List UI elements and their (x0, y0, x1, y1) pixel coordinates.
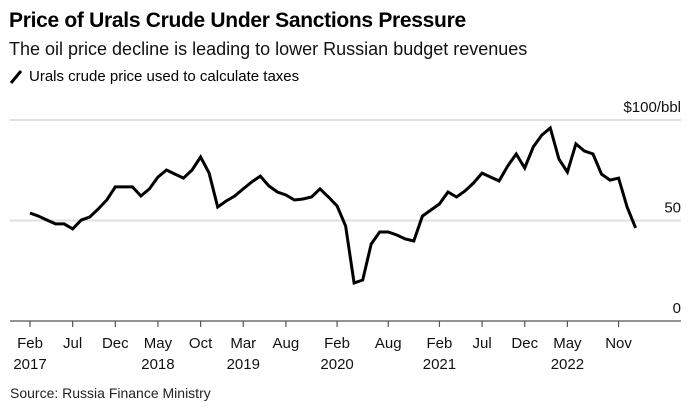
x-tick-label: Nov (605, 335, 632, 352)
data-points (30, 128, 636, 283)
x-tick-year: 2022 (551, 356, 584, 373)
series-line-urals (29, 125, 637, 286)
line-legend-icon (9, 69, 23, 84)
source-note: Source: Russia Finance Ministry (10, 385, 211, 401)
x-tick-year: 2019 (227, 356, 260, 373)
legend: Urals crude price used to calculate taxe… (9, 68, 299, 85)
x-tick-label: Aug (375, 335, 402, 352)
x-axis: Feb 2017 Jul Dec May 2018 Oct Mar 2019 Aug Feb 2020… (10, 320, 681, 373)
x-tick-label: Mar (230, 335, 256, 352)
x-tick-label: May (553, 335, 582, 352)
x-tick-label: Dec (102, 335, 129, 352)
x-tick-label: Feb (427, 335, 453, 352)
x-tick-label: May (144, 335, 173, 352)
chart-title: Price of Urals Crude Under Sanctions Pre… (9, 9, 466, 32)
x-tick-label: Aug (273, 335, 300, 352)
y-tick-label: 0 (673, 300, 681, 317)
x-tick-label: Feb (17, 335, 43, 352)
x-tick-label: Dec (511, 335, 538, 352)
y-tick-label: 50 (664, 200, 681, 217)
x-tick-label: Jul (472, 335, 491, 352)
x-tick-label: Oct (189, 335, 213, 352)
y-axis-labels: $100/bbl 50 0 (623, 99, 681, 317)
legend-label: Urals crude price used to calculate taxe… (29, 68, 300, 85)
x-tick-year: 2018 (141, 356, 174, 373)
x-tick-label: Feb (324, 335, 350, 352)
gridlines (10, 119, 681, 222)
x-tick-year: 2017 (13, 356, 46, 373)
chart-subtitle: The oil price decline is leading to lowe… (9, 39, 528, 59)
y-tick-label: $100/bbl (623, 99, 681, 116)
x-tick-year: 2021 (423, 356, 456, 373)
x-tick-year: 2020 (320, 356, 353, 373)
x-tick-label: Jul (63, 335, 82, 352)
